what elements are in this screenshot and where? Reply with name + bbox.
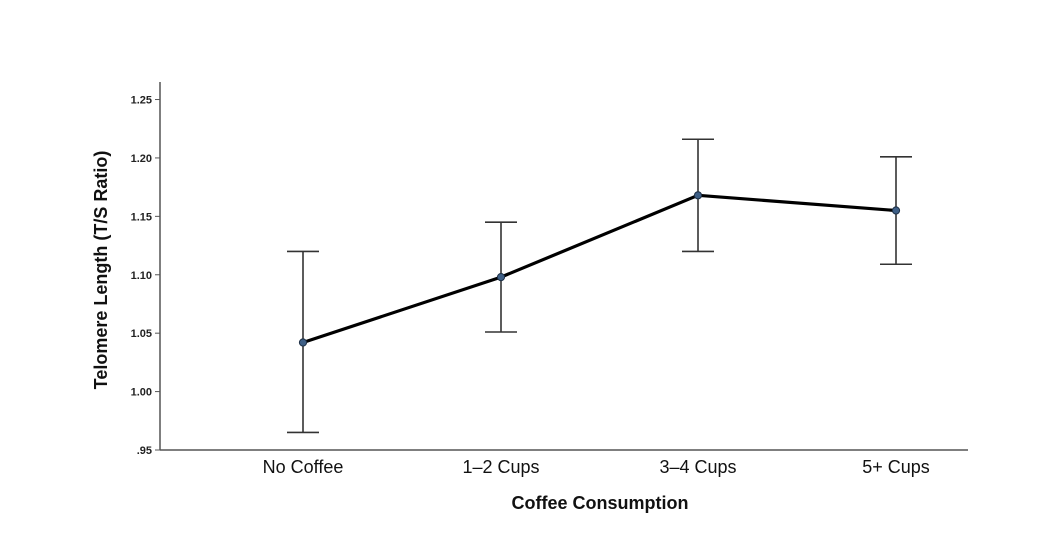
series-line xyxy=(302,193,897,345)
x-axis-ticks: No Coffee 1–2 Cups 3–4 Cups 5+ Cups xyxy=(263,457,930,477)
x-tick-label: No Coffee xyxy=(263,457,344,477)
x-tick-label: 3–4 Cups xyxy=(659,457,736,477)
y-axis-title: Telomere Length (T/S Ratio) xyxy=(91,151,111,390)
y-tick-label: 1.10 xyxy=(131,270,152,282)
x-tick-label: 5+ Cups xyxy=(862,457,930,477)
y-tick-label: 1.15 xyxy=(131,211,152,223)
data-point xyxy=(693,191,703,200)
y-tick-label: 1.20 xyxy=(131,153,152,165)
data-point xyxy=(496,272,506,282)
y-tick-label: 1.25 xyxy=(131,95,152,107)
y-tick-label: .95 xyxy=(137,445,152,457)
y-tick-label: 1.00 xyxy=(131,387,152,399)
axes xyxy=(159,82,968,451)
y-tick-label: 1.05 xyxy=(131,328,152,340)
axis-titles: Coffee Consumption Telomere Length (T/S … xyxy=(91,151,689,513)
x-tick-label: 1–2 Cups xyxy=(462,457,539,477)
error-bars xyxy=(287,138,912,434)
data-point xyxy=(298,338,308,347)
y-axis-ticks: .95 1.00 1.05 1.10 1.15 1.20 1.25 xyxy=(131,95,160,457)
x-axis-title: Coffee Consumption xyxy=(512,493,689,513)
series xyxy=(298,191,901,347)
data-point xyxy=(891,206,901,215)
